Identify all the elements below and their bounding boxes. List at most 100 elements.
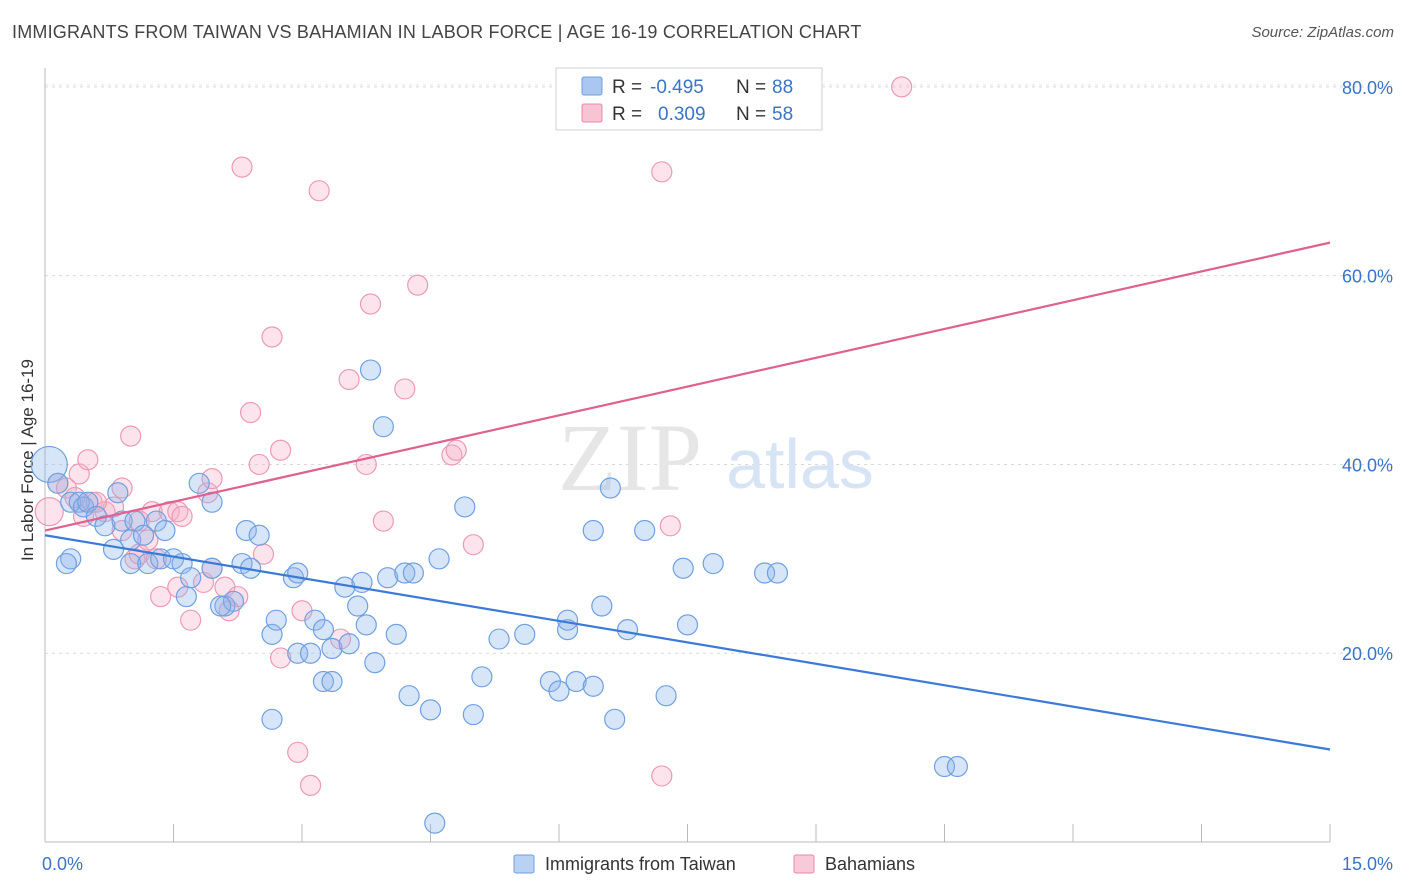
taiwan-point: [402, 562, 424, 584]
taiwan-point: [102, 538, 125, 560]
legend-n-label-bahamians: N =: [736, 104, 766, 125]
taiwan-point: [394, 562, 416, 584]
taiwan-point: [347, 595, 369, 617]
bahamians-point: [171, 505, 193, 527]
taiwan-point: [60, 491, 82, 513]
x-tick-label: 0.0%: [42, 854, 83, 874]
taiwan-point: [672, 557, 694, 579]
taiwan-point: [616, 619, 639, 641]
taiwan-point: [111, 510, 133, 532]
bahamians-point: [180, 609, 202, 631]
bahamians-point: [287, 741, 309, 763]
watermark: ZIP atlas: [558, 404, 874, 511]
bahamians-point: [34, 497, 64, 527]
taiwan-point: [604, 708, 626, 730]
taiwan-point: [766, 562, 789, 584]
legend-n-value-bahamians: 58: [772, 104, 793, 125]
bahamians-point: [659, 515, 681, 537]
bahamians-point: [445, 439, 467, 461]
taiwan-point: [462, 703, 484, 726]
taiwan-point: [312, 619, 335, 641]
y-tick-label: 20.0%: [1342, 644, 1393, 664]
watermark-atlas: atlas: [726, 425, 874, 503]
axes: [44, 68, 1331, 843]
taiwan-point: [364, 652, 386, 674]
taiwan-point: [565, 670, 587, 693]
taiwan-point: [55, 552, 78, 575]
bahamians-point: [651, 765, 673, 787]
taiwan-point: [107, 482, 129, 504]
bahamians-point: [240, 401, 262, 424]
taiwan-point: [419, 699, 442, 721]
taiwan-point: [385, 623, 407, 645]
x-tick-label: 15.0%: [1342, 854, 1393, 874]
y-tick-label: 80.0%: [1342, 78, 1393, 98]
bottom-legend-swatch-bahamians: [793, 854, 815, 874]
bahamians-point: [372, 510, 394, 532]
series-legend: Immigrants from Taiwan Bahamians: [513, 854, 915, 874]
chart-title: IMMIGRANTS FROM TAIWAN VS BAHAMIAN IN LA…: [12, 22, 862, 42]
bottom-legend-label-bahamians: Bahamians: [825, 854, 915, 874]
taiwan-point: [702, 552, 724, 575]
taiwan-point: [753, 562, 776, 584]
bahamians-point: [462, 534, 484, 556]
taiwan-point: [582, 519, 604, 542]
taiwan-point: [137, 552, 159, 575]
taiwan-point: [655, 685, 677, 707]
taiwan-point: [377, 567, 399, 589]
tick-labels: 20.0% 40.0% 60.0% 80.0% 0.0% 15.0%: [42, 78, 1393, 874]
legend-swatch-taiwan: [581, 76, 603, 96]
taiwan-point: [265, 609, 287, 631]
bahamians-point: [394, 378, 416, 400]
taiwan-point: [120, 552, 142, 575]
bahamians-point: [891, 76, 913, 98]
legend-r-label-bahamians: R =: [612, 104, 642, 125]
bahamians-point: [77, 449, 99, 471]
taiwan-point: [180, 567, 202, 589]
taiwan-point: [582, 675, 604, 697]
taiwan-point: [287, 642, 309, 664]
taiwan-point: [488, 628, 510, 650]
bahamians-point: [150, 585, 172, 608]
taiwan-point: [454, 496, 476, 518]
legend-n-value-taiwan: 88: [772, 77, 793, 98]
bahamians-point: [338, 368, 360, 391]
legend-r-value-bahamians: 0.309: [658, 104, 706, 125]
correlation-legend: R = -0.495 N = 88 R = 0.309 N = 58: [555, 67, 823, 131]
taiwan-point: [132, 524, 155, 546]
taiwan-point: [591, 595, 613, 617]
bahamians-point: [308, 180, 330, 202]
y-tick-label: 60.0%: [1342, 267, 1393, 287]
taiwan-point: [188, 472, 210, 494]
legend-r-value-taiwan: -0.495: [650, 77, 704, 98]
taiwan-trend-line: [44, 534, 1331, 751]
taiwan-point: [287, 562, 309, 584]
taiwan-point: [471, 666, 493, 688]
bottom-legend-swatch-taiwan: [513, 854, 535, 874]
source-label: Source: ZipAtlas.com: [1251, 24, 1394, 41]
taiwan-point: [94, 515, 116, 537]
taiwan-point: [321, 670, 343, 693]
taiwan-point: [222, 590, 245, 612]
taiwan-point: [175, 585, 197, 608]
taiwan-point: [355, 614, 377, 636]
taiwan-point: [514, 623, 536, 645]
taiwan-point: [933, 755, 956, 778]
bahamians-point: [359, 293, 382, 315]
taiwan-point: [359, 359, 382, 381]
bahamians-point: [651, 161, 673, 183]
y-tick-label: 40.0%: [1342, 455, 1393, 475]
taiwan-point: [599, 477, 622, 499]
legend-n-label-taiwan: N =: [736, 77, 766, 98]
taiwan-point: [338, 633, 360, 655]
taiwan-point: [634, 519, 656, 542]
taiwan-point: [235, 519, 257, 542]
bahamians-point: [261, 326, 283, 348]
bahamians-trend-line: [44, 241, 1331, 532]
bahamians-point: [269, 439, 292, 461]
taiwan-point: [428, 548, 450, 570]
taiwan-point: [154, 519, 176, 542]
bahamians-point: [299, 774, 322, 796]
watermark-zip: ZIP: [558, 404, 702, 511]
